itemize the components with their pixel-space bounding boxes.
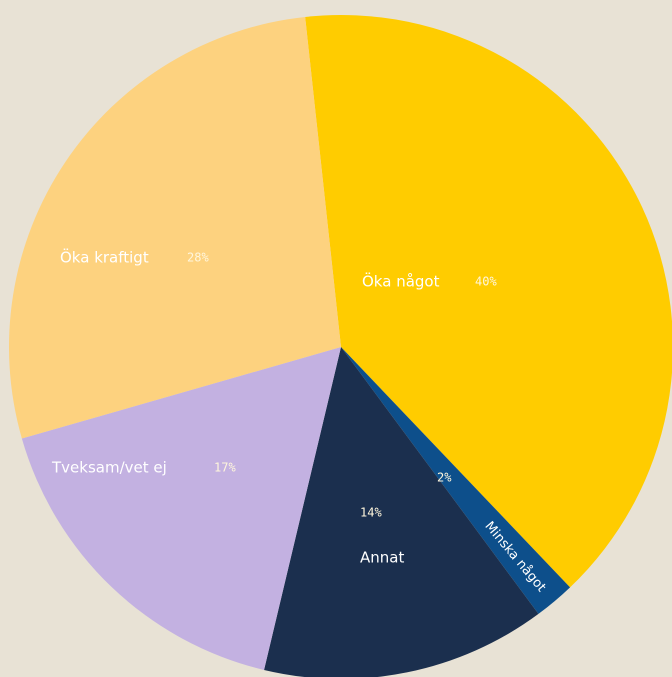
pie-slice [8,16,342,439]
pie-slice [341,347,571,614]
value-label: 14% [360,506,382,520]
slice-label: Öka något [362,272,440,291]
value-label: 17% [214,461,236,475]
value-label: 28% [187,251,209,265]
value-label: 2% [437,471,452,485]
pie-slice [264,347,539,677]
pie-slice [21,347,341,670]
slice-label: Öka kraftigt [60,248,149,267]
slice-label: Tveksam/vet ej [51,459,167,477]
pie-slice [305,15,672,588]
slice-label: Annat [360,549,404,567]
value-label: 40% [475,275,497,289]
